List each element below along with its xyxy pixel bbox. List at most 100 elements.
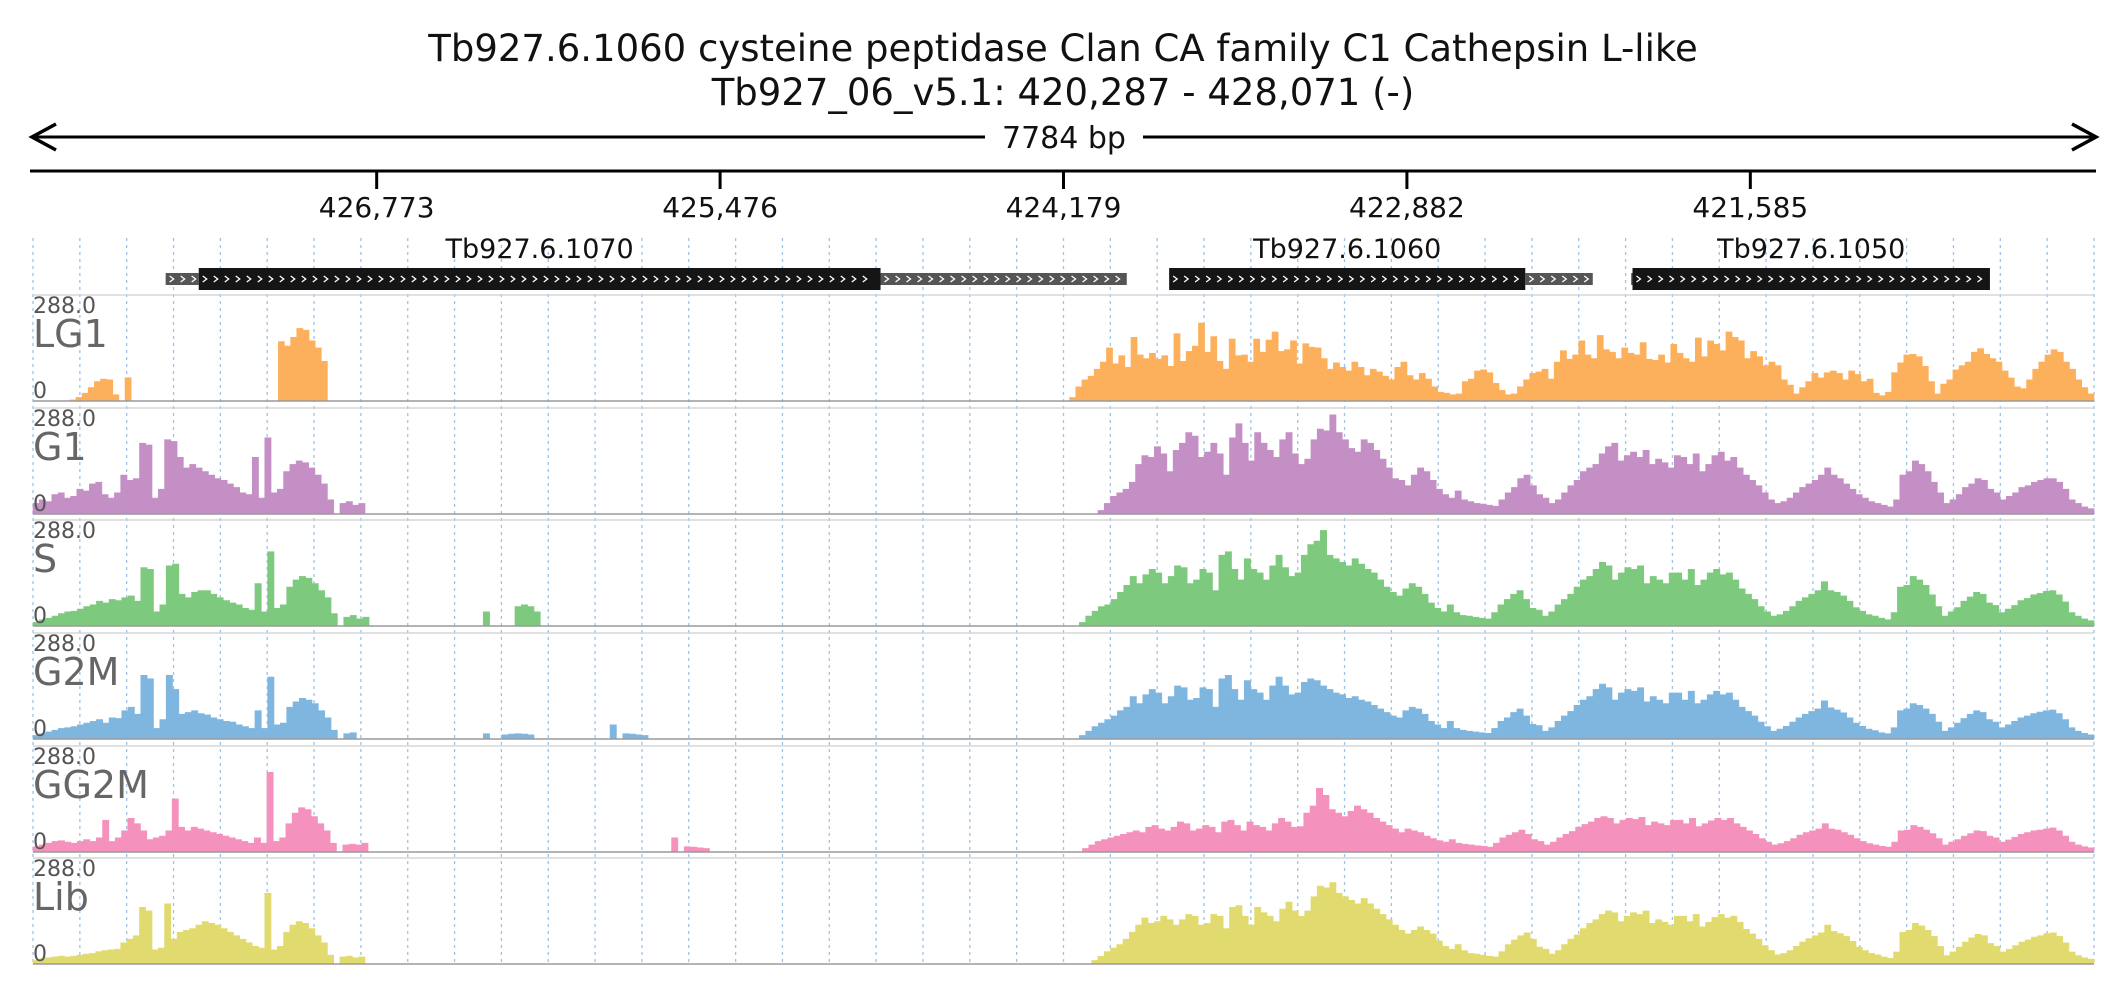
- strand-arrow-icon: [1282, 275, 1289, 283]
- strand-arrow-icon: [1513, 275, 1520, 283]
- coverage-tracks: 288.0LG10288.0G10288.0S0288.0G2M0288.0GG…: [32, 294, 2095, 967]
- strand-arrow-icon: [763, 275, 769, 283]
- chart-subtitle: Tb927_06_v5.1: 420,287 - 428,071 (-): [711, 71, 1415, 114]
- strand-arrow-icon: [1172, 275, 1179, 283]
- strand-arrow-icon: [499, 275, 505, 283]
- strand-arrow-icon: [455, 275, 461, 283]
- strand-arrow-icon: [389, 275, 395, 283]
- strand-arrow-icon: [466, 275, 472, 283]
- strand-arrow-icon: [334, 275, 340, 283]
- strand-arrow-icon: [1216, 275, 1223, 283]
- strand-arrow-icon: [950, 275, 956, 283]
- strand-arrow-icon: [1381, 275, 1388, 283]
- strand-arrow-icon: [884, 275, 890, 283]
- track-g1: 288.0G1 0: [32, 407, 2095, 517]
- strand-arrow-icon: [1779, 275, 1785, 283]
- strand-arrow-icon: [1403, 275, 1410, 283]
- gene-utr: [165, 273, 199, 285]
- coverage-area: [32, 414, 2095, 515]
- strand-arrow-icon: [1469, 275, 1476, 283]
- strand-arrow-icon: [972, 275, 978, 283]
- strand-arrow-icon: [1194, 275, 1201, 283]
- track-max-label: 288.0: [33, 745, 96, 770]
- strand-arrow-icon: [752, 275, 758, 283]
- strand-arrow-icon: [851, 275, 857, 283]
- strand-arrow-icon: [840, 275, 846, 283]
- strand-arrow-icon: [1812, 275, 1818, 283]
- strand-arrow-icon: [1480, 275, 1487, 283]
- gene-cds: [1632, 268, 1990, 290]
- strand-arrow-icon: [169, 275, 175, 283]
- strand-arrow-icon: [895, 275, 901, 283]
- axis-tick-label: 422,882: [1349, 191, 1465, 224]
- strand-arrow-icon: [983, 275, 989, 283]
- strand-arrow-icon: [1933, 275, 1939, 283]
- strand-arrow-icon: [257, 275, 263, 283]
- strand-arrow-icon: [477, 275, 483, 283]
- strand-arrow-icon: [1326, 275, 1333, 283]
- strand-arrow-icon: [1016, 275, 1022, 283]
- strand-arrow-icon: [697, 275, 703, 283]
- strand-arrow-icon: [1572, 275, 1579, 283]
- strand-arrow-icon: [1304, 275, 1311, 283]
- strand-arrow-icon: [323, 275, 329, 283]
- strand-arrow-icon: [312, 275, 318, 283]
- strand-arrow-icon: [1834, 275, 1840, 283]
- strand-arrow-icon: [1823, 275, 1829, 283]
- strand-arrow-icon: [1093, 275, 1099, 283]
- span-arrow-left-icon: [28, 122, 57, 152]
- gene-cds: [198, 268, 881, 290]
- strand-arrow-icon: [1757, 275, 1763, 283]
- strand-arrow-icon: [422, 275, 428, 283]
- strand-arrow-icon: [543, 275, 549, 283]
- strand-arrow-icon: [224, 275, 230, 283]
- strand-arrow-icon: [1746, 275, 1752, 283]
- track-max-label: 288.0: [33, 632, 96, 657]
- strand-arrow-icon: [1104, 275, 1110, 283]
- strand-arrow-icon: [862, 275, 868, 283]
- strand-arrow-icon: [1359, 275, 1366, 283]
- strand-arrow-icon: [202, 275, 208, 283]
- track-name: LG1: [33, 312, 108, 356]
- span-length-label: 7784 bp: [1002, 121, 1126, 156]
- strand-arrow-icon: [488, 275, 494, 283]
- strand-arrow-icon: [1414, 275, 1421, 283]
- strand-arrow-icon: [1436, 275, 1443, 283]
- strand-arrow-icon: [1005, 275, 1011, 283]
- strand-arrow-icon: [1293, 275, 1300, 283]
- strand-arrow-icon: [1337, 275, 1344, 283]
- coverage-area: [32, 674, 2095, 740]
- strand-arrow-icon: [356, 275, 362, 283]
- track-name: S: [33, 537, 57, 581]
- gene-utr: [880, 273, 1127, 285]
- strand-arrow-icon: [367, 275, 373, 283]
- strand-arrow-icon: [400, 275, 406, 283]
- strand-arrow-icon: [1315, 275, 1322, 283]
- gene-cds: [1169, 268, 1526, 290]
- strand-arrow-icon: [433, 275, 439, 283]
- strand-arrow-icon: [730, 275, 736, 283]
- strand-arrow-icon: [268, 275, 274, 283]
- strand-arrow-icon: [1238, 275, 1245, 283]
- axis-tick-label: 421,585: [1692, 191, 1808, 224]
- strand-arrow-icon: [1911, 275, 1917, 283]
- strand-arrow-icon: [807, 275, 813, 283]
- strand-arrow-icon: [1845, 275, 1851, 283]
- strand-arrow-icon: [961, 275, 967, 283]
- strand-arrow-icon: [719, 275, 725, 283]
- strand-arrow-icon: [1977, 275, 1983, 283]
- strand-arrow-icon: [686, 275, 692, 283]
- span-arrow-right-icon: [2071, 122, 2100, 152]
- strand-arrow-icon: [1878, 275, 1884, 283]
- strand-arrow-icon: [554, 275, 560, 283]
- strand-arrow-icon: [1038, 275, 1044, 283]
- gene-label: Tb927.6.1050: [1716, 234, 1905, 265]
- track-max-label: 288.0: [33, 294, 96, 319]
- strand-arrow-icon: [994, 275, 1000, 283]
- strand-arrow-icon: [290, 275, 296, 283]
- track-min-label: 0: [33, 717, 47, 742]
- track-name: GG2M: [33, 763, 149, 807]
